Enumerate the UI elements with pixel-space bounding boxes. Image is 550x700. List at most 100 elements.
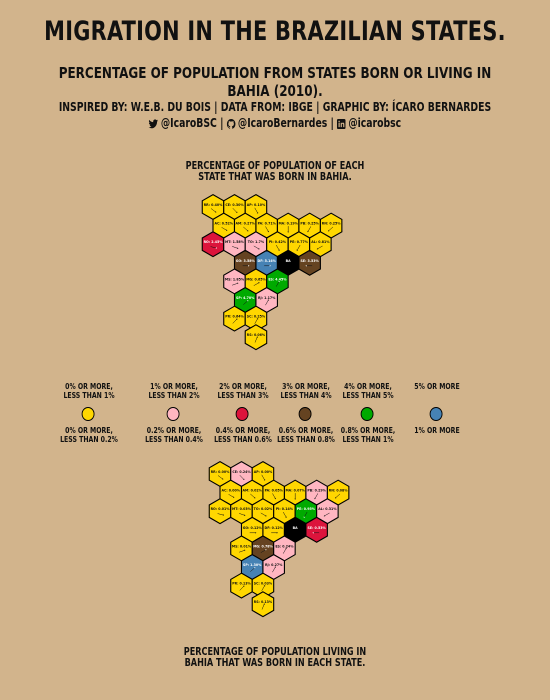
- hex-label: MG: 0.65%: [246, 277, 266, 281]
- hex-label: PI: 0.42%: [269, 240, 287, 244]
- hex-label: AM: 0.02%: [243, 489, 263, 493]
- arrow-icon: [239, 550, 245, 553]
- legend-label-bottom: 0% OR MORE, LESS THAN 0.2%: [60, 426, 118, 444]
- hex-label: CE: 0.30%: [225, 203, 244, 207]
- hex-label: PA: 0.05%: [265, 489, 284, 493]
- hex-label: ES: 4.45%: [268, 277, 287, 281]
- map1-hex-es: ES: 4.45%: [266, 268, 289, 295]
- social-handles: @IcaroBSC | @IcaroBernardes | @icarobsc: [39, 115, 512, 131]
- hex-label: AL: 0.81%: [311, 240, 330, 244]
- hex-label: MT: 1.58%: [225, 240, 245, 244]
- legend-swatch-yellow: [81, 407, 95, 421]
- arrow-icon: [239, 475, 244, 480]
- hex-label: TO: 1.7%: [248, 240, 265, 244]
- credits-line: INSPIRED BY: W.E.B. DU BOIS | DATA FROM:…: [58, 100, 492, 114]
- hex-label: MA: 0.19%: [278, 222, 298, 226]
- hex-label: RN: 0.25%: [322, 222, 342, 226]
- hex-label: AP: 0.10%: [247, 203, 266, 207]
- hex-label: SE: 3.53%: [301, 259, 320, 263]
- map1-title: PERCENTAGE OF POPULATION OF EACH STATE T…: [39, 161, 512, 183]
- arrow-icon: [282, 511, 287, 517]
- hex-label: MT: 0.03%: [232, 507, 252, 511]
- hex-label: ES: 0.24%: [275, 544, 294, 548]
- hex-label: AL: 0.31%: [318, 507, 337, 511]
- legend-swatch-pink: [166, 407, 180, 421]
- hex-label: SE: 0.53%: [308, 526, 327, 530]
- legend-label-bottom: 0.2% OR MORE, LESS THAN 0.4%: [145, 426, 203, 444]
- hex-label: RR: 0.40%: [204, 203, 223, 207]
- legend-label-top: 2% OR MORE, LESS THAN 3%: [217, 382, 269, 400]
- hex-label: AM: 0.27%: [236, 222, 256, 226]
- arrow-icon: [261, 604, 265, 610]
- arrow-icon: [265, 300, 269, 306]
- hex-label: GO: 3.58%: [236, 259, 256, 263]
- hex-label: SC: 0.25%: [247, 315, 266, 319]
- hex-label: SP: 1.30%: [243, 563, 262, 567]
- hex-label: PI: 0.14%: [276, 507, 294, 511]
- map1-hex-se: SE: 3.53%: [298, 249, 321, 276]
- arrow-icon: [282, 548, 287, 554]
- hex-label: RR: 0.00%: [211, 470, 230, 474]
- map2-hex-se: SE: 0.53%: [305, 516, 328, 543]
- arrow-icon: [317, 245, 323, 249]
- hex-label: MS: 1.85%: [225, 277, 245, 281]
- legend-swatch-brown: [298, 407, 312, 421]
- arrow-icon: [260, 512, 266, 516]
- page-title: MIGRATION IN THE BRAZILIAN STATES.: [44, 16, 506, 47]
- linkedin-handle[interactable]: @icarobsc: [348, 116, 402, 130]
- hex-label: MG: 0.78%: [253, 544, 273, 548]
- arrow-icon: [210, 208, 216, 212]
- arrow-icon: [275, 244, 280, 250]
- arrow-icon: [254, 318, 258, 324]
- hex-label: DF: 0.12%: [265, 526, 284, 530]
- legend-swatch-red: [235, 407, 249, 421]
- legend: 0% OR MORE, LESS THAN 1% 0% OR MORE, LESS T…: [0, 382, 550, 448]
- legend-label-top: 3% OR MORE, LESS THAN 4%: [280, 382, 332, 400]
- hex-label: BA: [293, 526, 298, 530]
- map2-hex-rs: RS: 0.13%: [251, 591, 275, 618]
- arrow-icon: [217, 475, 223, 479]
- hex-label: RO: 2.45%: [204, 240, 224, 244]
- map1-title-line2: STATE THAT WAS BORN IN BAHIA.: [198, 171, 352, 183]
- linkedin-icon: [337, 119, 346, 129]
- arrow-icon: [232, 283, 238, 286]
- map2-title-line1: PERCENTAGE OF POPULATION LIVING IN: [183, 646, 367, 658]
- twitter-icon: [148, 119, 159, 129]
- hex-label: TO: 0.02%: [254, 507, 273, 511]
- map2-title-line2: BAHIA THAT WAS BORN IN EACH STATE.: [184, 657, 366, 669]
- arrow-icon: [239, 586, 244, 591]
- arrow-icon: [232, 246, 238, 249]
- arrow-icon: [243, 226, 248, 231]
- arrow-icon: [297, 244, 301, 250]
- legend-label-top: 4% OR MORE, LESS THAN 5%: [342, 382, 394, 400]
- hex-label: PA: 0.71%: [258, 222, 277, 226]
- hex-label: DF: 5.14%: [258, 259, 277, 263]
- hex-label: PR: 0.13%: [232, 582, 251, 586]
- arrow-icon: [254, 207, 258, 213]
- hex-label: RN: 0.08%: [329, 489, 349, 493]
- hex-label: RO: 0.01%: [211, 507, 231, 511]
- hex-label: AC: 0.00%: [221, 489, 240, 493]
- github-handle[interactable]: @IcaroBernardes |: [237, 116, 334, 130]
- github-icon: [226, 119, 236, 129]
- twitter-handle[interactable]: @IcaroBSC |: [160, 116, 224, 130]
- arrow-icon: [335, 493, 341, 498]
- legend-label-top: 1% OR MORE, LESS THAN 2%: [148, 382, 200, 400]
- page-subtitle: PERCENTAGE OF POPULATION FROM STATES BOR…: [58, 64, 492, 100]
- map1-hex-rs: RS: 0.06%: [244, 324, 268, 351]
- hex-label: PE: 0.77%: [290, 240, 309, 244]
- legend-label-top: 0% OR MORE, LESS THAN 1%: [63, 382, 115, 400]
- hex-label: GO: 0.12%: [243, 526, 263, 530]
- map2-hex-pr: PR: 0.13%: [230, 572, 253, 599]
- hex-label: PB: 0.25%: [300, 222, 319, 226]
- arrow-icon: [243, 300, 248, 305]
- arrow-icon: [265, 226, 269, 232]
- arrow-icon: [232, 319, 237, 324]
- legend-label-bottom: 0.6% OR MORE, LESS THAN 0.8%: [277, 426, 335, 444]
- arrow-icon: [260, 549, 266, 553]
- arrow-icon: [232, 208, 237, 213]
- hex-label: RJ: 1.17%: [258, 296, 276, 300]
- map2-hex-ap: AP: 0.00%: [251, 460, 275, 488]
- legend-label-bottom: 1% OR MORE: [414, 426, 460, 435]
